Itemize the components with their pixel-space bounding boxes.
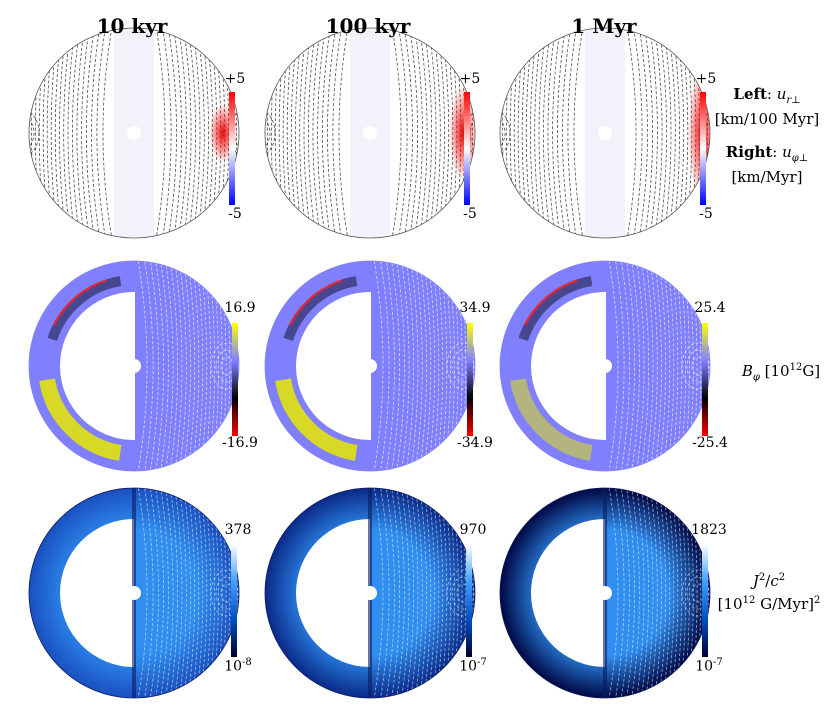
- cbar-r2c1-max: 16.9: [224, 300, 256, 316]
- cbar-r3c2-max: 970: [459, 522, 487, 538]
- current-colorbar-0: [231, 544, 237, 657]
- velocity-colorbar-0: [229, 92, 235, 205]
- cbar-r1c1-max: +5: [224, 71, 246, 87]
- cbar-r2c3-max: 25.4: [694, 300, 726, 316]
- cbar-r3c2-min: 10-7: [459, 657, 487, 675]
- cbar-r2c3-min: -25.4: [692, 435, 728, 451]
- cbar-r3c1-min: 10-8: [224, 657, 252, 675]
- cbar-r1c2-max: +5: [459, 71, 481, 87]
- cbar-r2c2-min: -34.9: [457, 435, 493, 451]
- bphi-colorbar-2: [702, 323, 708, 436]
- current-panel-0: [28, 487, 240, 699]
- row3-label: J2/c2 [1012 G/Myr]2: [717, 572, 821, 613]
- bphi-colorbar-1: [467, 323, 473, 436]
- cbar-r2c2-max: 34.9: [459, 300, 491, 316]
- cbar-r1c3-min: -5: [699, 206, 713, 222]
- velocity-colorbar-2: [700, 92, 706, 205]
- current-panel-1: [264, 487, 476, 699]
- cbar-r2c1-min: -16.9: [222, 435, 258, 451]
- bphi-panel-1: [264, 260, 476, 472]
- velocity-colorbar-1: [464, 92, 470, 205]
- row1-label: Left: ur⊥ [km/100 Myr] Right: uφ⊥ [km/My…: [714, 85, 820, 186]
- bphi-colorbar-0: [232, 323, 238, 436]
- current-colorbar-2: [702, 544, 708, 657]
- row2-label: Bφ [1012G]: [741, 362, 821, 383]
- cbar-r3c3-min: 10-7: [695, 657, 723, 675]
- current-colorbar-1: [466, 544, 472, 657]
- cbar-r3c1-max: 378: [224, 522, 252, 538]
- velocity-panel-1: [264, 27, 476, 239]
- cbar-r3c3-max: 1823: [691, 522, 727, 538]
- column-title-10kyr: 10 kyr: [96, 14, 168, 38]
- current-panel-2: [499, 487, 711, 699]
- bphi-panel-0: [28, 260, 240, 472]
- column-title-1myr: 1 Myr: [571, 14, 637, 38]
- cbar-r1c2-min: -5: [463, 206, 477, 222]
- cbar-r1c3-max: +5: [695, 71, 717, 87]
- bphi-panel-2: [499, 260, 711, 472]
- column-title-100kyr: 100 kyr: [325, 14, 411, 38]
- cbar-r1c1-min: -5: [228, 206, 242, 222]
